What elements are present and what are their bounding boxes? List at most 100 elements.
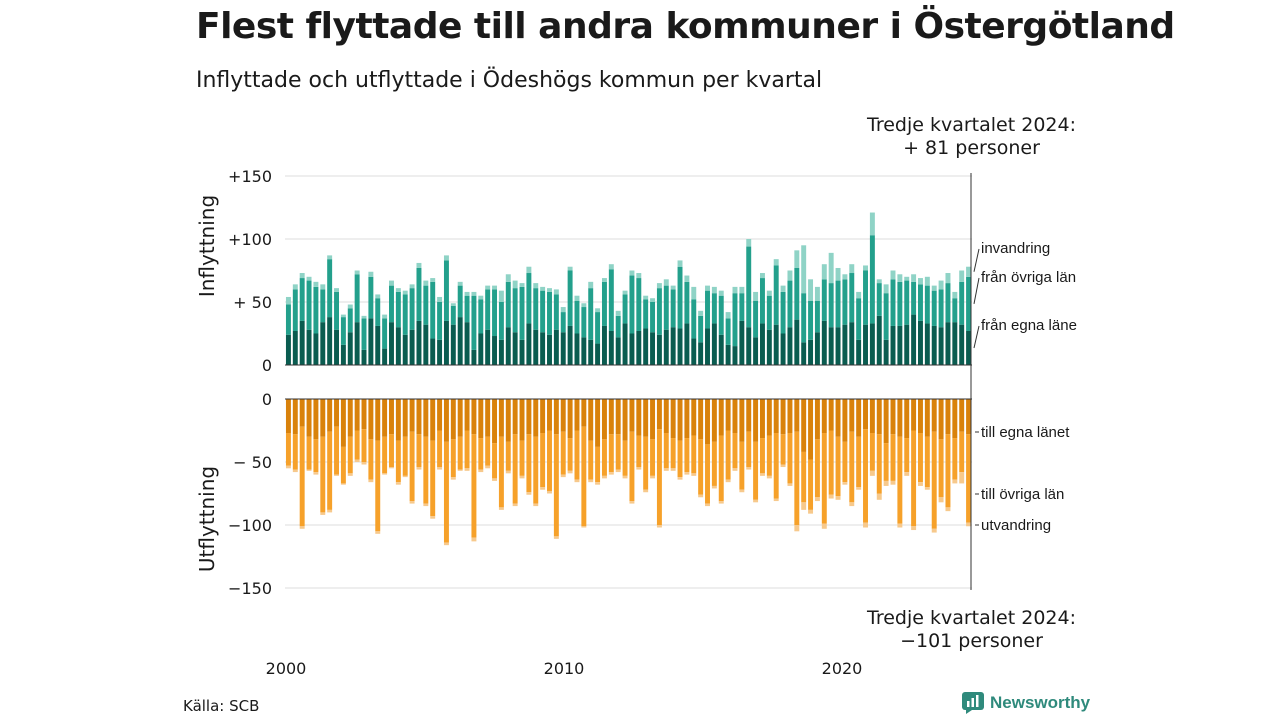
- bar-inflow-invandring: [911, 274, 917, 282]
- bar-inflow-invandring: [547, 288, 552, 292]
- bar-outflow-egna: [588, 399, 594, 441]
- bar-outflow-ovriga: [450, 439, 456, 478]
- bar-outflow-egna: [650, 399, 656, 440]
- bar-inflow-ovriga: [437, 302, 443, 340]
- bar-outflow-egna: [938, 399, 944, 440]
- bar-outflow-utvandring: [732, 468, 738, 471]
- bar-outflow-ovriga: [416, 434, 422, 468]
- bar-outflow-utvandring: [759, 473, 765, 476]
- bar-outflow-ovriga: [863, 429, 868, 523]
- bar-inflow-egna: [471, 349, 477, 365]
- bar-inflow-ovriga: [691, 299, 697, 339]
- bar-outflow-ovriga: [911, 430, 917, 527]
- bar-outflow-ovriga: [622, 440, 628, 476]
- bar-outflow-ovriga: [389, 434, 394, 468]
- bar-inflow-egna: [313, 333, 319, 365]
- bar-inflow-ovriga: [739, 293, 745, 321]
- bar-inflow-egna: [711, 323, 717, 365]
- bar-outflow-utvandring: [485, 465, 491, 469]
- bar-inflow-egna: [677, 328, 683, 365]
- bar-inflow-invandring: [904, 276, 910, 281]
- bar-inflow-ovriga: [890, 279, 896, 326]
- bar-inflow-invandring: [849, 264, 855, 274]
- bar-outflow-egna: [663, 399, 669, 434]
- bar-outflow-egna: [416, 399, 422, 435]
- y-tick-label-inflow: +150: [228, 167, 272, 186]
- bar-outflow-egna: [876, 399, 882, 435]
- brand-logo[interactable]: Newsworthy: [962, 692, 1090, 714]
- bar-outflow-utvandring: [629, 501, 635, 504]
- bar-inflow-invandring: [835, 267, 841, 281]
- bar-outflow-utvandring: [739, 489, 745, 493]
- bar-inflow-egna: [718, 334, 724, 365]
- bar-inflow-invandring: [306, 276, 312, 281]
- bar-inflow-invandring: [794, 250, 800, 268]
- bar-inflow-egna: [883, 339, 889, 365]
- bar-outflow-utvandring: [636, 467, 642, 470]
- bar-outflow-egna: [519, 399, 525, 441]
- chart-title: Flest flyttade till andra kommuner i Öst…: [196, 6, 1175, 47]
- bar-inflow-invandring: [801, 245, 807, 294]
- bar-outflow-ovriga: [306, 436, 312, 470]
- bar-inflow-egna: [395, 327, 401, 365]
- bar-inflow-egna: [780, 333, 786, 365]
- bar-outflow-egna: [313, 399, 319, 440]
- bar-inflow-ovriga: [952, 298, 958, 323]
- bar-outflow-ovriga: [739, 441, 745, 490]
- bar-outflow-egna: [437, 399, 443, 431]
- bar-outflow-ovriga: [828, 430, 834, 495]
- bar-outflow-ovriga: [718, 435, 724, 502]
- bar-inflow-invandring: [389, 280, 394, 286]
- bar-outflow-ovriga: [478, 438, 484, 470]
- bar-inflow-egna: [457, 317, 463, 365]
- bar-inflow-egna: [924, 323, 930, 365]
- bar-inflow-invandring: [320, 284, 326, 290]
- bar-outflow-ovriga: [409, 431, 415, 502]
- bar-outflow-ovriga: [814, 439, 820, 498]
- bar-outflow-ovriga: [636, 435, 642, 468]
- bar-outflow-ovriga: [952, 438, 958, 480]
- bar-inflow-invandring: [512, 280, 518, 289]
- bar-outflow-egna: [354, 399, 360, 431]
- bar-outflow-egna: [327, 399, 333, 432]
- bar-outflow-ovriga: [959, 431, 965, 473]
- bar-inflow-invandring: [629, 270, 635, 276]
- bar-outflow-utvandring: [897, 523, 903, 528]
- bar-outflow-utvandring: [863, 522, 868, 528]
- bar-inflow-egna: [560, 332, 566, 365]
- bar-outflow-utvandring: [498, 507, 504, 510]
- bar-inflow-invandring: [766, 290, 772, 296]
- bar-outflow-ovriga: [945, 434, 951, 508]
- bar-inflow-egna: [876, 315, 882, 365]
- bar-outflow-ovriga: [684, 438, 690, 473]
- bar-outflow-egna: [931, 399, 937, 432]
- bar-outflow-egna: [966, 399, 972, 435]
- bar-outflow-egna: [581, 399, 587, 427]
- bar-outflow-utvandring: [656, 525, 662, 528]
- bar-outflow-egna: [340, 399, 346, 447]
- bar-inflow-egna: [402, 334, 408, 365]
- bar-inflow-invandring: [382, 314, 388, 319]
- bar-outflow-utvandring: [650, 475, 656, 479]
- bar-inflow-invandring: [443, 255, 449, 261]
- bar-inflow-egna: [732, 346, 738, 365]
- bar-outflow-utvandring: [450, 477, 456, 480]
- bar-outflow-egna: [711, 399, 717, 442]
- bar-inflow-egna: [904, 324, 910, 365]
- bar-inflow-egna: [595, 343, 601, 365]
- bar-inflow-egna: [327, 317, 333, 365]
- bar-inflow-invandring: [285, 296, 291, 305]
- bar-inflow-invandring: [533, 283, 539, 289]
- source-note: Källa: SCB: [183, 697, 260, 715]
- bar-outflow-ovriga: [498, 436, 504, 508]
- bar-outflow-egna: [498, 399, 504, 437]
- bar-inflow-egna: [464, 322, 470, 365]
- bar-outflow-utvandring: [787, 483, 793, 486]
- bar-outflow-ovriga: [759, 438, 765, 474]
- bar-outflow-ovriga: [313, 439, 319, 473]
- bar-outflow-egna: [299, 399, 305, 427]
- bar-inflow-invandring: [931, 285, 937, 291]
- bar-outflow-utvandring: [553, 536, 559, 539]
- bar-outflow-utvandring: [842, 482, 848, 485]
- leader-line-inflow: [973, 277, 980, 304]
